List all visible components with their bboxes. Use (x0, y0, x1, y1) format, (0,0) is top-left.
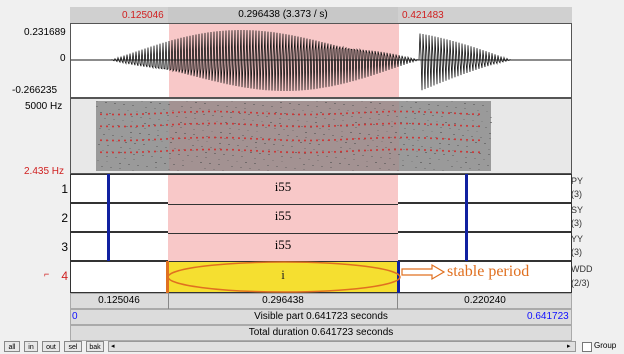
tier-4-number: 4 (61, 269, 68, 283)
waveform-max-label: 0.231689 (24, 27, 66, 38)
zoom-in-button[interactable]: in (24, 341, 38, 352)
selected-interval[interactable] (168, 262, 398, 292)
tier-divider (168, 233, 398, 234)
horizontal-scrollbar[interactable]: ◂ ▸ (108, 341, 576, 352)
duration-row (70, 293, 572, 309)
tier-2-interval-text[interactable]: i55 (274, 208, 292, 223)
tier-1-number: 1 (61, 182, 68, 196)
tier-3-count: (3) (571, 247, 582, 257)
tier-3-interval-text[interactable]: i55 (274, 237, 292, 252)
selection-start-time: 0.125046 (122, 10, 164, 21)
tier-4-interval-text[interactable]: i (281, 267, 285, 282)
spectrogram-bottom-freq: 2.435 Hz (24, 166, 65, 177)
selection-duration[interactable]: 0.296438 (3.373 / s) (168, 7, 398, 23)
tier-2-name: SY (571, 205, 584, 215)
waveform-zero-label: 0 (60, 53, 66, 64)
tier-1-name: PY (571, 176, 584, 186)
selected-interval-duration[interactable]: 0.296438 (168, 293, 398, 309)
spectrogram-panel[interactable] (70, 98, 572, 174)
waveform-min-label: -0.266235 (12, 85, 58, 96)
visible-start-time: 0 (72, 311, 78, 322)
tier-1-interval-text[interactable]: i55 (274, 179, 292, 194)
group-label: Group (594, 341, 617, 350)
right-interval-duration[interactable]: 0.220240 (464, 295, 506, 306)
tier-2-count: (3) (571, 218, 582, 228)
zoom-all-button[interactable]: all (4, 341, 20, 352)
waveform-graphic (71, 24, 571, 97)
spectrogram-graphic (96, 101, 492, 171)
tier-1-count: (3) (571, 189, 582, 199)
interval-boundary-left[interactable] (107, 174, 110, 261)
left-interval-duration[interactable]: 0.125046 (98, 295, 140, 306)
tier-3-number: 3 (61, 240, 68, 254)
total-duration-bar[interactable] (70, 325, 572, 341)
spectrogram-top-freq: 5000 Hz (25, 101, 63, 112)
tier-4-count: (2/3) (571, 278, 590, 288)
visible-part-label: Visible part 0.641723 seconds (254, 311, 388, 322)
interval-boundary-right[interactable] (465, 174, 468, 261)
tier-2-number: 2 (61, 211, 68, 225)
zoom-selection-button[interactable]: sel (64, 341, 82, 352)
arrow-right-icon (401, 263, 446, 281)
active-tier-pointer-icon: ⌐ (44, 269, 50, 279)
selection-highlight (168, 175, 398, 261)
zoom-out-button[interactable]: out (42, 341, 60, 352)
stable-period-annotation: stable period (447, 263, 530, 280)
visible-end-time: 0.641723 (527, 311, 569, 322)
scroll-left-icon[interactable]: ◂ (111, 343, 115, 350)
tier-4-name: WDD (571, 264, 593, 274)
group-checkbox[interactable] (582, 342, 592, 352)
stable-period-ellipse (167, 261, 401, 293)
tier-3-name: YY (571, 234, 584, 244)
visible-part-bar[interactable] (70, 309, 572, 325)
tier-divider (168, 204, 398, 205)
total-duration-label: Total duration 0.641723 seconds (248, 327, 394, 338)
scroll-right-icon[interactable]: ▸ (567, 343, 571, 350)
waveform-panel[interactable] (70, 23, 572, 98)
selected-interval-right-boundary[interactable] (397, 261, 400, 293)
selection-end-time: 0.421483 (402, 10, 444, 21)
zoom-back-button[interactable]: bak (86, 341, 104, 352)
